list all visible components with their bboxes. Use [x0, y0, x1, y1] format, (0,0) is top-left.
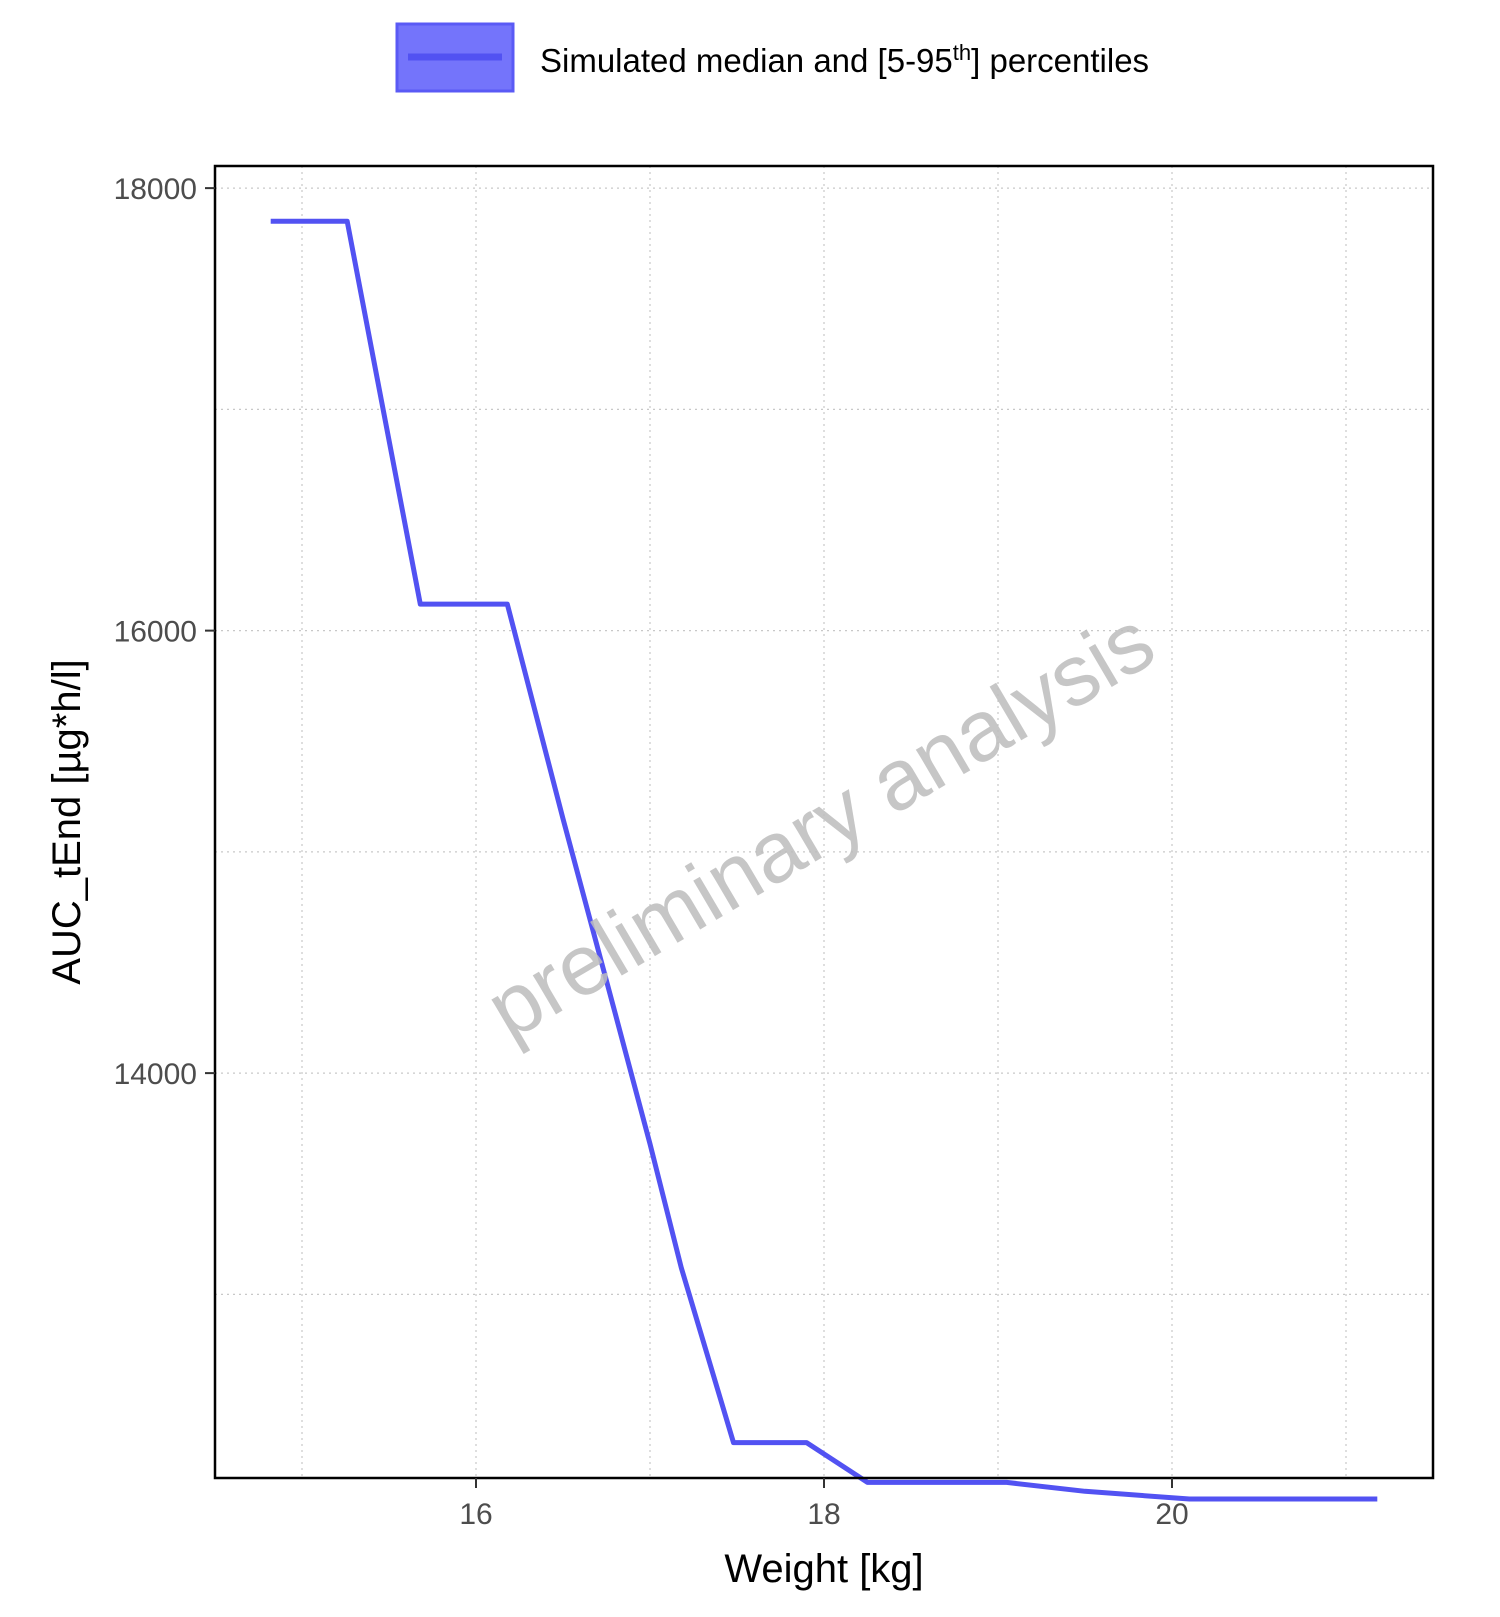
x-tick-label: 20	[1155, 1498, 1188, 1531]
x-tick-label: 18	[807, 1498, 840, 1531]
watermark-text: preliminary analysis	[471, 592, 1170, 1058]
y-tick-label: 16000	[114, 616, 197, 649]
legend-label: Simulated median and [5-95th] percentile…	[540, 40, 1149, 79]
grid-lines	[215, 166, 1433, 1478]
series-line-median	[270, 218, 1378, 1502]
x-axis-title: Weight [kg]	[724, 1547, 923, 1591]
legend-label-suffix: ] percentiles	[971, 42, 1149, 79]
series-layer	[270, 218, 1378, 1502]
y-tick-label: 18000	[114, 173, 197, 206]
x-tick-label: 16	[459, 1498, 492, 1531]
legend-label-superscript: th	[953, 40, 971, 65]
legend: Simulated median and [5-95th] percentile…	[395, 22, 1149, 93]
legend-label-prefix: Simulated median and [5-95	[540, 42, 953, 79]
y-tick-label: 14000	[114, 1058, 197, 1091]
axes: 16 18 20 14000 16000 18000	[114, 173, 1189, 1531]
y-axis-title: AUC_tEnd [µg*h/l]	[45, 659, 89, 984]
watermark-layer: preliminary analysis	[471, 592, 1170, 1058]
